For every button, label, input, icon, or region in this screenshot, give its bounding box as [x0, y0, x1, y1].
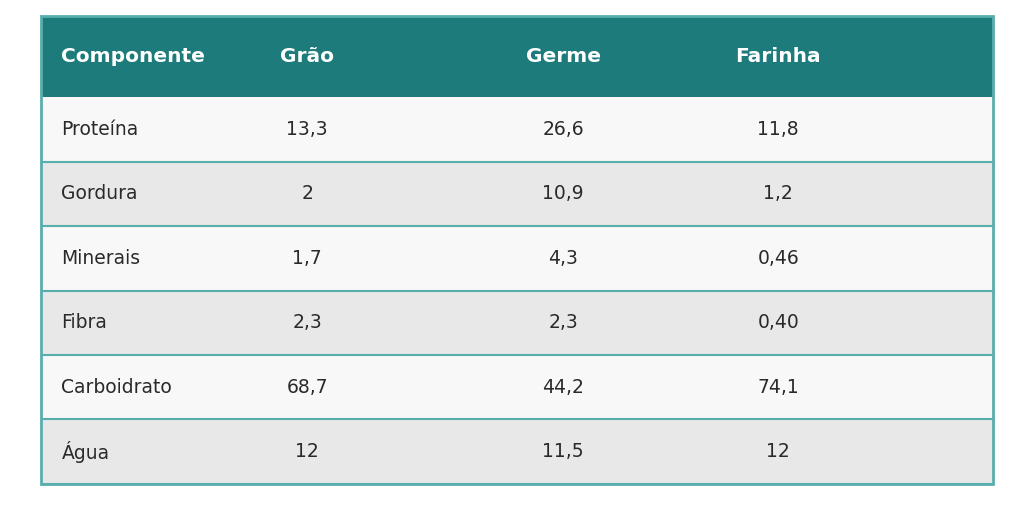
Text: Farinha: Farinha	[735, 47, 821, 66]
Text: Proteína: Proteína	[61, 120, 138, 139]
Text: 0,40: 0,40	[758, 313, 799, 332]
Bar	[41, 16, 993, 484]
Bar	[41, 162, 993, 226]
Text: 2,3: 2,3	[548, 313, 579, 332]
Text: 12: 12	[295, 442, 319, 461]
Bar	[41, 355, 993, 420]
Bar	[41, 16, 993, 97]
Text: 10,9: 10,9	[543, 185, 584, 204]
Text: 12: 12	[766, 442, 791, 461]
Text: Componente: Componente	[61, 47, 206, 66]
Bar	[41, 226, 993, 290]
Text: 0,46: 0,46	[758, 249, 799, 268]
Text: 11,5: 11,5	[543, 442, 584, 461]
Text: Germe: Germe	[525, 47, 601, 66]
Text: 2,3: 2,3	[292, 313, 323, 332]
Text: Grão: Grão	[281, 47, 334, 66]
Bar	[41, 420, 993, 484]
Text: 2: 2	[301, 185, 313, 204]
Text: 1,2: 1,2	[763, 185, 794, 204]
Text: Carboidrato: Carboidrato	[61, 378, 172, 397]
Text: 11,8: 11,8	[758, 120, 799, 139]
Text: 13,3: 13,3	[287, 120, 328, 139]
Text: 68,7: 68,7	[287, 378, 328, 397]
Text: 44,2: 44,2	[543, 378, 584, 397]
Text: Minerais: Minerais	[61, 249, 140, 268]
Text: Gordura: Gordura	[61, 185, 138, 204]
Text: Água: Água	[61, 441, 110, 463]
Text: 4,3: 4,3	[548, 249, 579, 268]
Text: Fibra: Fibra	[61, 313, 108, 332]
Bar	[41, 290, 993, 355]
Text: 74,1: 74,1	[758, 378, 799, 397]
Text: 1,7: 1,7	[292, 249, 323, 268]
Text: 26,6: 26,6	[543, 120, 584, 139]
Bar	[41, 97, 993, 162]
